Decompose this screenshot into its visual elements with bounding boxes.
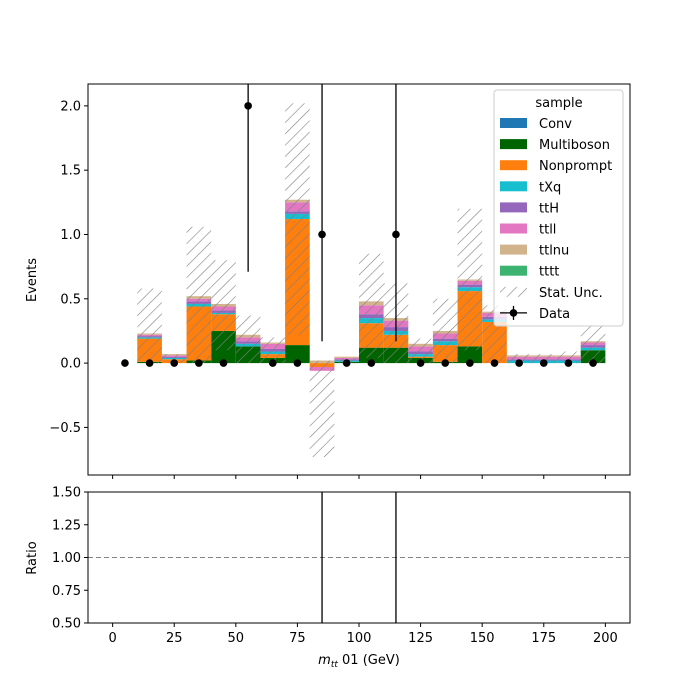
x-tick-label-0: 0 xyxy=(108,631,116,646)
legend: sample Conv Multiboson Nonprompt tXq ttH ttll t… xyxy=(493,89,624,327)
legend-title: sample xyxy=(535,96,582,111)
stat-unc-band-17 xyxy=(556,351,581,364)
x-tick-label-2: 50 xyxy=(228,631,245,646)
ratio-y-axis-label: Ratio xyxy=(25,541,40,574)
x-tick-label-1: 25 xyxy=(166,631,183,646)
y-tick-label-3: 1.0 xyxy=(60,228,81,243)
legend-label-tttt: tttt xyxy=(539,265,559,280)
data-point-10 xyxy=(367,359,376,367)
legend-swatch-nonprompt xyxy=(500,160,527,171)
data-point-7 xyxy=(293,359,302,367)
stat-unc-band-15 xyxy=(506,354,532,364)
bar-multiboson-6 xyxy=(285,345,310,364)
legend-label-nonprompt: Nonprompt xyxy=(539,159,612,174)
data-point-16 xyxy=(515,359,523,367)
stat-unc-band-11 xyxy=(408,338,433,364)
ratio-y-tick-label-0: 0.50 xyxy=(52,617,81,632)
stat-unc-band-9 xyxy=(359,253,384,358)
legend-swatch-multiboson xyxy=(500,139,527,150)
legend-swatch-txq xyxy=(500,181,527,192)
main-panel: −0.5 0.0 0.5 1.0 1.5 2.0 xyxy=(49,0,631,479)
x-tick-label-3: 75 xyxy=(289,631,306,646)
x-axis-label: mtt 01 (GeV) xyxy=(318,653,400,670)
data-point-17 xyxy=(539,359,548,367)
ratio-y-tick-label-2: 1.00 xyxy=(52,551,81,566)
stat-unc-band-1 xyxy=(161,354,187,364)
stat-unc-band-4 xyxy=(235,315,261,364)
legend-swatch-ttlnu xyxy=(500,244,527,255)
data-point-8 xyxy=(318,230,326,239)
data-point-15 xyxy=(490,359,499,367)
data-point-0 xyxy=(121,359,129,367)
data-point-13 xyxy=(441,359,450,367)
stat-unc-band-12 xyxy=(432,298,458,364)
ratio-y-tick-label-1: 0.75 xyxy=(52,584,81,599)
ratio-y-tick-label-4: 1.50 xyxy=(52,486,81,501)
data-point-6 xyxy=(268,359,277,367)
stat-unc-band-0 xyxy=(137,288,162,364)
legend-label-ttlnu: ttlnu xyxy=(539,244,569,259)
data-point-4 xyxy=(219,359,228,367)
legend-swatch-tttt xyxy=(500,265,527,276)
x-tick-label-7: 175 xyxy=(531,631,556,646)
x-tick-label-8: 200 xyxy=(593,631,618,646)
y-tick-label-2: 0.5 xyxy=(60,292,81,307)
data-point-11 xyxy=(392,230,400,239)
legend-label-conv: Conv xyxy=(539,117,572,132)
x-tick-label-5: 125 xyxy=(408,631,433,646)
bar-ttlnu-8 xyxy=(334,356,359,358)
data-point-14 xyxy=(466,359,474,367)
data-point-2 xyxy=(170,359,179,367)
legend-label-stat-unc: Stat. Unc. xyxy=(539,286,603,301)
y-tick-label-1: 0.0 xyxy=(60,357,81,372)
x-axis-label-rest: 01 (GeV) xyxy=(338,653,400,668)
stat-unc-band-18 xyxy=(580,324,606,364)
ratio-y-tick-label-3: 1.25 xyxy=(52,518,81,533)
y-axis-label: Events xyxy=(25,258,40,302)
legend-swatch-conv xyxy=(500,118,527,128)
data-point-18 xyxy=(564,359,573,367)
y-tick-label-5: 2.0 xyxy=(60,99,81,114)
x-tick-label-6: 150 xyxy=(470,631,495,646)
stat-unc-band-3 xyxy=(211,260,236,351)
y-tick-label-0: −0.5 xyxy=(49,421,81,436)
stat-unc-band-5 xyxy=(260,337,286,364)
legend-swatch-stat-unc xyxy=(500,286,527,297)
data-point-12 xyxy=(416,359,425,367)
stat-unc-band-6 xyxy=(285,103,310,335)
legend-label-data: Data xyxy=(539,307,570,322)
data-point-19 xyxy=(589,359,597,367)
data-point-3 xyxy=(195,359,203,367)
stat-unc-band-13 xyxy=(457,208,483,351)
legend-label-multiboson: Multiboson xyxy=(539,138,610,153)
y-tick-label-4: 1.5 xyxy=(60,164,81,179)
legend-label-ttll: ttll xyxy=(539,223,556,238)
legend-data-marker xyxy=(509,309,518,317)
stat-unc-band-16 xyxy=(531,354,557,364)
stat-unc-band-2 xyxy=(186,226,212,364)
data-point-1 xyxy=(145,359,154,367)
data-point-5 xyxy=(244,102,252,110)
legend-swatch-tth xyxy=(500,202,527,213)
stat-unc-band-7 xyxy=(309,360,335,457)
legend-swatch-ttll xyxy=(500,223,527,234)
top-mask xyxy=(87,0,631,84)
bar-multiboson-13 xyxy=(457,346,483,364)
legend-label-tth: ttH xyxy=(539,201,559,216)
legend-label-txq: tXq xyxy=(539,180,561,195)
data-point-9 xyxy=(342,359,351,367)
ratio-panel: 0.50 0.75 1.00 1.25 1.50 0 25 50 75 100 125 150 175 2… xyxy=(52,486,631,646)
x-tick-label-4: 100 xyxy=(347,631,372,646)
